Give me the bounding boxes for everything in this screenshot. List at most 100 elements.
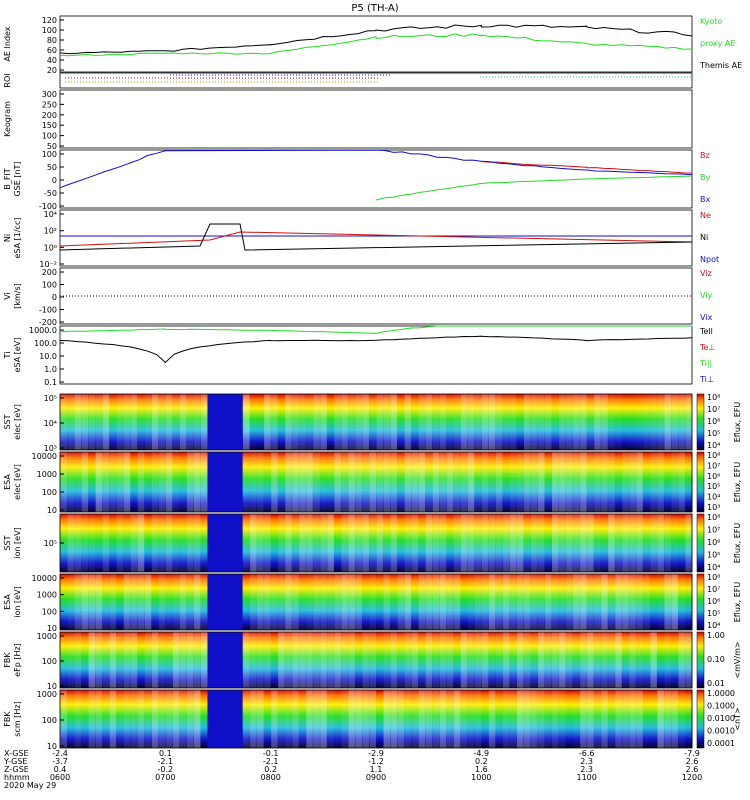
panel-unit: eSA [1/cc]: [13, 218, 22, 259]
x-tick-label: 1100: [576, 773, 596, 782]
spectrogram-cell: [621, 574, 630, 630]
x-tick-label: 0900: [366, 773, 386, 782]
y-tick-label: 10⁵: [44, 539, 57, 548]
spectrogram-cell: [614, 632, 623, 688]
spectrogram-cell: [200, 574, 208, 630]
spectrogram-cell: [347, 690, 356, 748]
spectrogram-cell: [439, 452, 447, 512]
legend-entry: Kyoto: [700, 17, 722, 26]
spectrogram-cell: [151, 394, 159, 450]
colorbar-label: <mV/m>: [733, 641, 742, 678]
y-tick-label: 40: [47, 56, 57, 65]
spectrogram-cell: [354, 514, 363, 572]
spectrogram-cell: [354, 690, 363, 748]
spectrogram-cell: [509, 394, 517, 450]
series-line-themisae: [59, 24, 693, 55]
spectrogram-cell: [418, 514, 426, 572]
spectrogram-cell: [474, 394, 482, 450]
spectrogram-cell: [502, 574, 510, 630]
spectrogram-cell: [495, 514, 503, 572]
spectrogram-cell: [130, 632, 138, 688]
spectrogram-cell: [383, 394, 391, 450]
spectrogram-cell: [572, 452, 581, 512]
spectrogram-cell: [642, 690, 651, 748]
spectrogram-cell: [544, 632, 553, 688]
spectrogram-cell: [368, 574, 377, 630]
spectrogram-cell: [565, 452, 574, 512]
spectrogram-cell: [404, 452, 412, 512]
spectrogram-cell: [137, 690, 145, 748]
spectrogram-cell: [249, 632, 258, 688]
spectrogram-cell: [530, 514, 539, 572]
spectrogram-cell: [144, 452, 152, 512]
spectrogram-cell: [635, 514, 644, 572]
spectrogram-cell: [81, 632, 89, 688]
spectrogram-cell: [572, 394, 581, 450]
spectrogram-cell: [242, 574, 251, 630]
spectrogram-cell: [642, 514, 651, 572]
spectrogram-cell: [102, 632, 110, 688]
spectrogram-cell: [509, 690, 517, 748]
colorbar-tick-label: 10⁴: [707, 621, 720, 630]
spectrogram-cell: [123, 690, 131, 748]
panel-ylabel: Ni: [3, 234, 12, 242]
colorbar-tick-label: 0.10: [707, 655, 725, 664]
spectrogram-cell: [656, 574, 665, 630]
spectrogram-cell: [137, 394, 145, 450]
spectrogram-cell: [214, 452, 223, 512]
spectrogram-cell: [165, 632, 173, 688]
spectrogram-cell: [418, 632, 426, 688]
spectrogram-cell: [137, 452, 145, 512]
legend-entry: Te⊥: [699, 343, 715, 352]
spectrogram-cell: [649, 394, 658, 450]
spectrogram-cell: [109, 452, 117, 512]
spectrogram-cell: [558, 514, 567, 572]
legend-entry: Bz: [700, 151, 710, 160]
spectrogram-cell: [418, 452, 426, 512]
spectrogram-cell: [425, 452, 433, 512]
colorbar-tick-label: 10⁸: [707, 573, 720, 582]
spectrogram-cell: [453, 514, 461, 572]
y-tick-label: 100: [42, 488, 57, 497]
x-tick-label: -2.9: [368, 749, 384, 758]
spectrogram-cell: [81, 394, 89, 450]
legend-entry: Npot: [700, 255, 719, 264]
panel-frame: [59, 89, 693, 149]
spectrogram-cell: [207, 452, 215, 512]
spectrogram-cell: [593, 690, 602, 748]
spectrogram-cell: [397, 514, 405, 572]
spectrogram-cell: [411, 632, 419, 688]
spectrogram-cell: [684, 394, 693, 450]
spectrogram-cell: [460, 632, 468, 688]
spectrogram-cell: [291, 690, 300, 748]
spectrogram-cell: [102, 514, 110, 572]
spectrogram-cell: [333, 514, 342, 572]
spectrogram-cell: [495, 632, 503, 688]
spectrogram-cell: [67, 632, 75, 688]
y-tick-label: 200: [42, 111, 57, 120]
spectrogram-cell: [565, 632, 574, 688]
y-tick-label: 10: [47, 624, 57, 633]
spectrogram-cell: [354, 574, 363, 630]
x-axis-row-label: hhmm: [4, 773, 30, 782]
spectrogram-cell: [621, 452, 630, 512]
spectrogram-cell: [179, 514, 187, 572]
spectrogram-cell: [481, 690, 489, 748]
spectrogram-cell: [333, 632, 342, 688]
spectrogram-cell: [502, 690, 510, 748]
x-tick-label: 1200: [682, 773, 702, 782]
panel-ylabel: ESA: [3, 594, 12, 610]
y-tick-label: 10000: [32, 452, 57, 461]
spectrogram-cell: [298, 514, 307, 572]
y-tick-label: 50: [47, 163, 57, 172]
spectrogram-cell: [404, 514, 412, 572]
spectrogram-cell: [340, 690, 349, 748]
y-tick-label: 10: [47, 506, 57, 515]
spectrogram-cell: [432, 690, 440, 748]
panel-frame: [59, 72, 693, 89]
spectrogram-cell: [172, 690, 180, 748]
spectrogram-cell: [235, 394, 244, 450]
spectrogram-cell: [277, 574, 286, 630]
spectrogram-cell: [326, 394, 335, 450]
x-tick-label: -0.2: [158, 765, 174, 774]
